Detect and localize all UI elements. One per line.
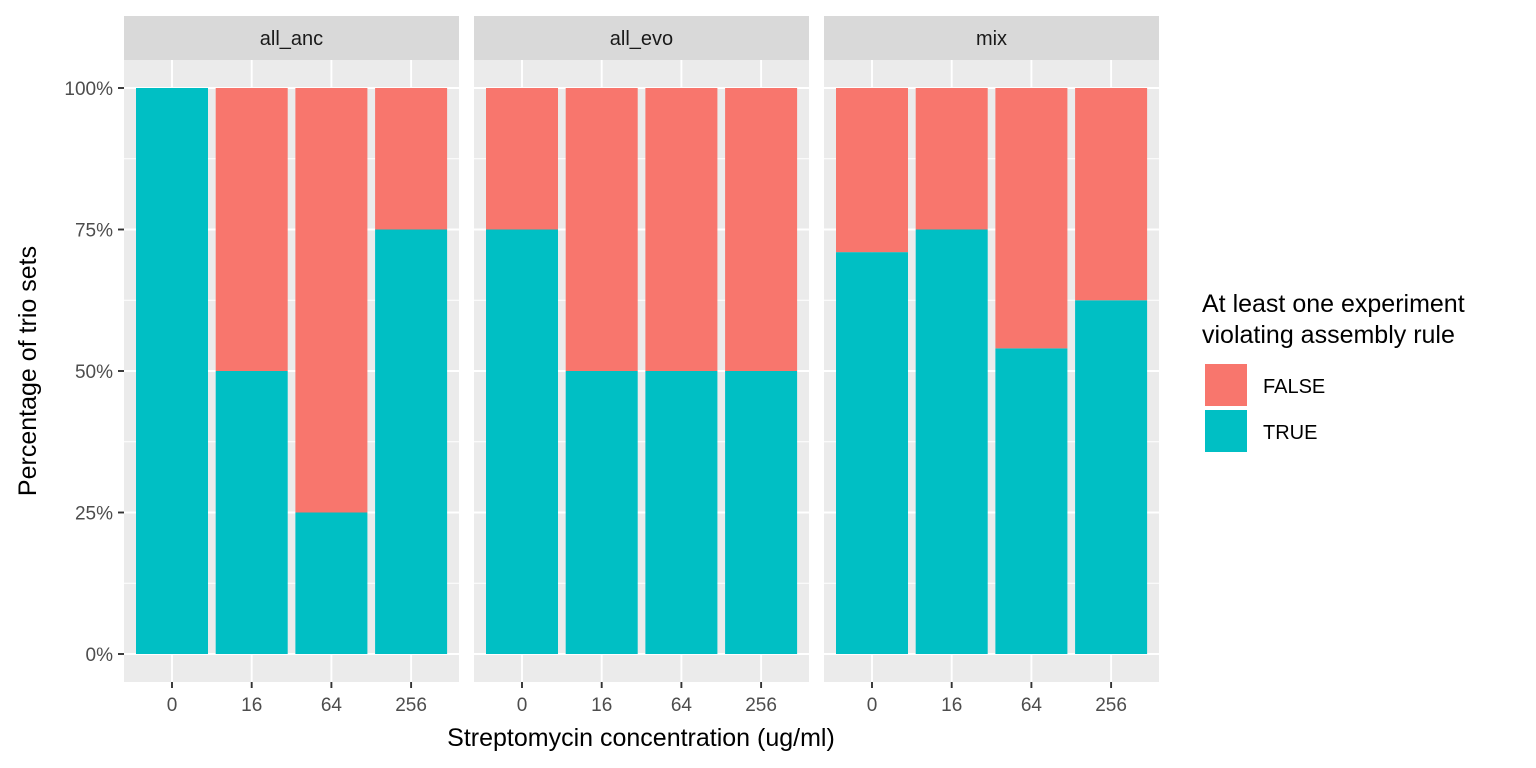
y-tick-label: 25%	[75, 504, 113, 525]
bar-false-mix-0	[836, 88, 908, 253]
legend-label-true: TRUE	[1263, 422, 1317, 444]
facet-strip	[124, 16, 459, 60]
bar-false-mix-64	[995, 88, 1068, 349]
facet-strip-label: all_evo	[610, 28, 673, 50]
bar-false-mix-256	[1075, 88, 1148, 301]
facet-panels: all_anc 0 16 64 256 all_evo 0 16 64 256 mix 0 16 64 25…	[124, 16, 1159, 716]
facet-panel-mix: mix 0 16 64 256	[824, 16, 1159, 716]
bar-true-mix-16	[915, 229, 988, 654]
x-axis-title: Streptomycin concentration (ug/ml)	[447, 724, 835, 752]
bar-true-all_anc-64	[295, 512, 368, 654]
bar-true-all_evo-64	[645, 371, 718, 654]
facet-strip	[474, 16, 809, 60]
bar-true-all_anc-256	[375, 229, 448, 654]
bar-false-all_evo-256	[725, 88, 798, 371]
bar-true-all_anc-16	[215, 371, 288, 654]
x-tick-label: 256	[395, 695, 427, 716]
bar-false-all_anc-256	[375, 88, 448, 230]
y-axis-title: Percentage of trio sets	[14, 246, 42, 496]
legend-key-false	[1203, 362, 1249, 408]
bar-false-all_evo-16	[565, 88, 638, 371]
facet-strip-label: all_anc	[260, 28, 323, 50]
bar-true-all_evo-256	[725, 371, 798, 654]
facet-panel-all_anc: all_anc 0 16 64 256	[124, 16, 459, 716]
bar-true-mix-0	[836, 252, 908, 654]
facet-strip	[824, 16, 1159, 60]
bar-false-mix-16	[915, 88, 988, 230]
bar-true-all_evo-0	[486, 229, 558, 654]
legend-key-true	[1203, 408, 1249, 454]
bar-true-all_evo-16	[565, 371, 638, 654]
y-tick-label: 75%	[75, 221, 113, 242]
x-tick-label: 64	[671, 695, 693, 716]
x-tick-label: 16	[591, 695, 612, 716]
y-tick-label: 0%	[86, 645, 114, 666]
bar-false-all_anc-16	[215, 88, 288, 371]
x-tick-label: 0	[167, 695, 178, 716]
bar-true-mix-256	[1075, 300, 1148, 654]
bar-true-mix-64	[995, 348, 1068, 654]
facet-strip-label: mix	[976, 28, 1007, 50]
x-tick-label: 0	[867, 695, 878, 716]
x-tick-label: 256	[745, 695, 777, 716]
x-tick-label: 0	[517, 695, 528, 716]
bar-false-all_evo-64	[645, 88, 718, 371]
x-tick-label: 64	[1021, 695, 1043, 716]
y-axis: 0% 25% 50% 75% 100%	[64, 79, 124, 666]
legend-title-line: violating assembly rule	[1202, 321, 1455, 349]
legend: At least one experiment violating assembl…	[1202, 290, 1465, 454]
x-tick-label: 64	[321, 695, 343, 716]
x-tick-label: 16	[241, 695, 262, 716]
facet-panel-all_evo: all_evo 0 16 64 256	[474, 16, 809, 716]
bar-false-all_anc-64	[295, 88, 368, 513]
legend-label-false: FALSE	[1263, 376, 1325, 398]
y-tick-label: 100%	[64, 79, 113, 100]
legend-title-line: At least one experiment	[1202, 290, 1465, 318]
bar-true-all_anc-0	[136, 88, 208, 654]
bar-false-all_evo-0	[486, 88, 558, 230]
x-tick-label: 256	[1095, 695, 1127, 716]
y-tick-label: 50%	[75, 362, 113, 383]
x-tick-label: 16	[941, 695, 962, 716]
